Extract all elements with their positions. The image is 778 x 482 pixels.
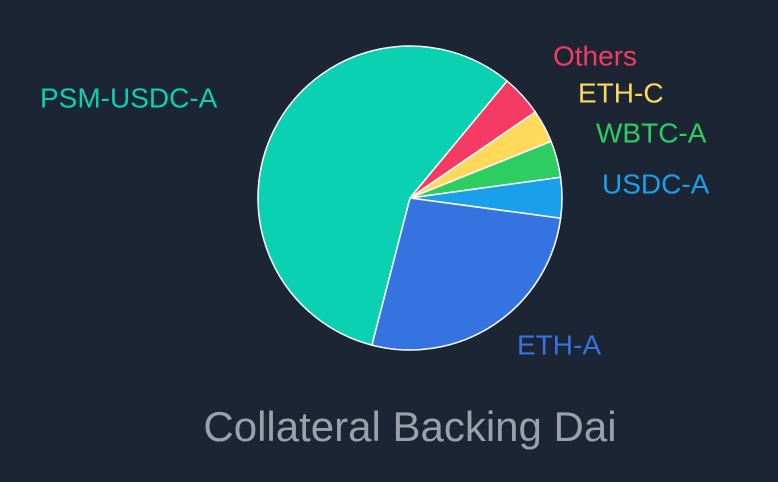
- slice-label: PSM-USDC-A: [40, 82, 218, 113]
- pie-slice: [257, 45, 509, 347]
- chart-title: Collateral Backing Dai: [203, 403, 616, 450]
- slice-label: ETH-A: [517, 329, 601, 360]
- slice-label: Others: [553, 40, 637, 71]
- slice-label: WBTC-A: [596, 117, 707, 148]
- slice-label: USDC-A: [602, 168, 710, 199]
- pie-slice: [371, 197, 562, 351]
- slice-label: ETH-C: [578, 77, 664, 108]
